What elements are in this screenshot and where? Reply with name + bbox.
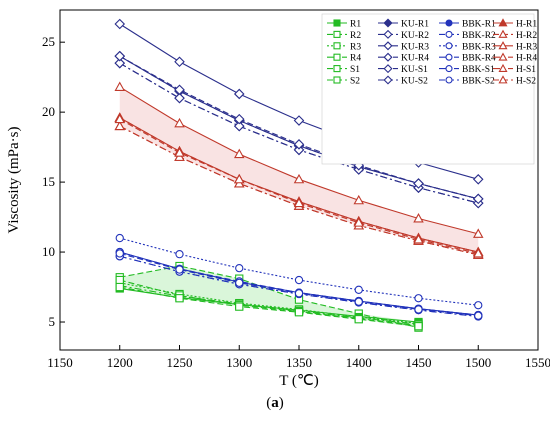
legend-marker-s2 (334, 77, 340, 83)
x-tick-label: 1300 (226, 355, 252, 370)
legend-label-r3: R3 (350, 42, 361, 52)
point-bbk-s2 (475, 312, 482, 319)
x-tick-label: 1550 (525, 355, 550, 370)
legend-label-ku-r2: KU-R2 (401, 31, 429, 41)
point-s2 (415, 323, 422, 330)
legend-label-s2: S2 (350, 77, 360, 87)
legend-label-r2: R2 (350, 31, 361, 41)
point-bbk-r3 (475, 302, 482, 309)
point-s2 (236, 303, 243, 310)
legend-marker-s1 (334, 66, 340, 72)
legend-marker-bbk-r2 (446, 31, 452, 37)
point-bbk-r3 (236, 265, 243, 272)
y-tick-label: 25 (42, 34, 55, 49)
legend-marker-bbk-r1 (446, 20, 452, 26)
legend-marker-r4 (334, 54, 340, 60)
y-tick-label: 10 (42, 244, 55, 259)
legend-label-ku-r3: KU-R3 (401, 42, 429, 52)
legend-label-bbk-r3: BBK-R3 (462, 42, 496, 52)
x-tick-label: 1250 (167, 355, 193, 370)
legend-label-r1: R1 (350, 20, 361, 30)
legend-label-h-r1: H-R1 (516, 20, 537, 30)
viscosity-line-chart: 1150 1200 1250 1300 1350 1400 1450 1500 1550 5 10… (0, 0, 550, 395)
y-tick-label: 5 (49, 314, 56, 329)
point-bbk-r3 (116, 234, 123, 241)
point-bbk-s2 (295, 290, 302, 297)
point-bbk-s2 (236, 279, 243, 286)
x-axis-ticks: 1150 1200 1250 1300 1350 1400 1450 1500 1550 (47, 345, 550, 370)
point-bbk-s2 (116, 250, 123, 257)
legend-marker-bbk-s2 (446, 77, 452, 83)
legend-label-h-r3: H-R3 (516, 42, 537, 52)
legend-label-ku-r1: KU-R1 (401, 20, 429, 30)
legend-label-bbk-r4: BBK-R4 (462, 54, 496, 64)
point-bbk-r3 (355, 286, 362, 293)
point-s1 (116, 276, 123, 283)
legend-label-h-r4: H-R4 (516, 54, 537, 64)
legend-marker-r3 (334, 43, 340, 49)
legend-label-s1: S1 (350, 65, 360, 75)
figure-caption: (a) (0, 395, 550, 412)
caption-label: a (271, 395, 279, 411)
point-h-r3 (115, 83, 124, 91)
legend-label-bbk-s2: BBK-S2 (462, 77, 495, 87)
point-s2 (176, 295, 183, 302)
point-ku-r3 (115, 19, 124, 28)
legend-label-r4: R4 (350, 54, 361, 64)
legend-label-h-s2: H-S2 (516, 77, 536, 87)
legend-marker-bbk-r4 (446, 54, 452, 60)
legend-label-bbk-s1: BBK-S1 (462, 65, 495, 75)
legend-label-ku-s2: KU-S2 (401, 77, 428, 87)
point-bbk-s2 (355, 298, 362, 305)
point-bbk-r3 (415, 295, 422, 302)
point-ku-r3 (295, 116, 304, 125)
x-tick-label: 1350 (286, 355, 312, 370)
y-tick-label: 15 (42, 174, 55, 189)
y-tick-label: 20 (42, 104, 55, 119)
y-axis-label: Viscosity (mPa·s) (6, 126, 22, 233)
x-axis-label: T (℃) (279, 373, 318, 389)
legend-marker-r2 (334, 31, 340, 37)
point-ku-r3 (235, 89, 244, 98)
point-ku-s2 (115, 52, 124, 61)
x-tick-label: 1200 (107, 355, 133, 370)
legend-marker-bbk-r3 (446, 43, 452, 49)
point-bbk-r3 (176, 251, 183, 258)
x-tick-label: 1400 (346, 355, 372, 370)
point-s2 (295, 309, 302, 316)
legend-label-h-s1: H-S1 (516, 65, 536, 75)
legend-label-bbk-r2: BBK-R2 (462, 31, 496, 41)
legend-marker-r1 (334, 20, 340, 26)
legend-label-ku-s1: KU-S1 (401, 65, 428, 75)
point-bbk-s2 (415, 306, 422, 313)
point-ku-r3 (474, 175, 483, 184)
y-axis-ticks: 5 10 15 20 25 (42, 34, 65, 329)
x-tick-label: 1500 (465, 355, 491, 370)
point-bbk-r3 (295, 276, 302, 283)
legend-label-bbk-r1: BBK-R1 (462, 20, 496, 30)
point-ku-r3 (175, 57, 184, 66)
point-s2 (355, 316, 362, 323)
x-tick-label: 1450 (406, 355, 432, 370)
point-s2 (116, 283, 123, 290)
legend-label-ku-r4: KU-R4 (401, 54, 429, 64)
legend-marker-bbk-s1 (446, 66, 452, 72)
point-bbk-s2 (176, 266, 183, 273)
legend-label-h-r2: H-R2 (516, 31, 537, 41)
x-tick-label: 1150 (47, 355, 73, 370)
